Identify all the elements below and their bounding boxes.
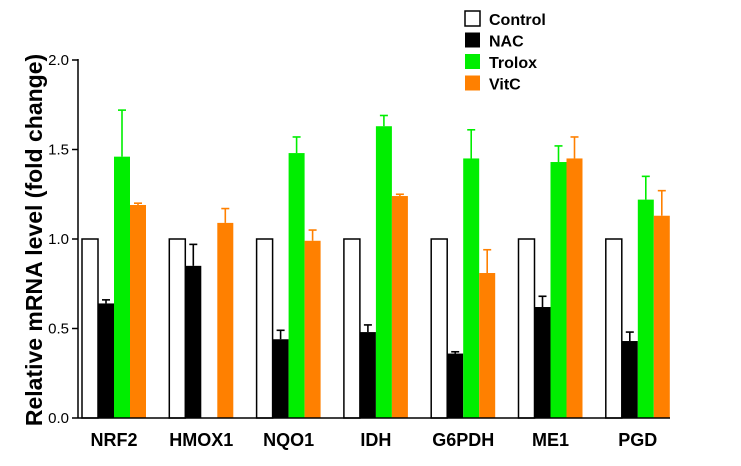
bar-vitc-idh bbox=[391, 196, 408, 418]
bar-nac-idh bbox=[359, 332, 376, 418]
x-category-label: ME1 bbox=[532, 430, 569, 450]
legend-swatch-nac bbox=[465, 32, 480, 48]
legend-label-vitc: VitC bbox=[489, 77, 521, 94]
bar-control-g6pdh bbox=[430, 238, 448, 419]
bar-vitc-pgd bbox=[653, 215, 670, 418]
bar-nac-pgd bbox=[621, 341, 638, 418]
y-tick-label: 2.0 bbox=[48, 52, 69, 69]
bar-vitc-nrf2 bbox=[130, 204, 146, 418]
bar-control-idh bbox=[343, 238, 361, 419]
bar-vitc-nqo1 bbox=[304, 240, 321, 418]
bar-nac-nrf2 bbox=[98, 303, 114, 418]
y-tick-label: 1.0 bbox=[48, 231, 69, 248]
bars-layer bbox=[81, 109, 670, 419]
x-category-labels: NRF2 HMOX1 NQO1 IDH G6PDH ME1 PGD bbox=[90, 430, 657, 450]
bar-control-me1 bbox=[517, 238, 536, 419]
bar-trolox-g6pdh bbox=[463, 158, 480, 418]
bar-nac-hmox1 bbox=[185, 265, 202, 418]
x-category-label: G6PDH bbox=[432, 430, 494, 450]
legend-label-nac: NAC bbox=[489, 34, 524, 51]
bar-vitc-me1 bbox=[566, 158, 583, 418]
y-tick-label: 0.0 bbox=[48, 410, 69, 427]
x-category-label: IDH bbox=[360, 430, 391, 450]
legend-swatch-trolox bbox=[465, 54, 480, 69]
y-axis-label: Relative mRNA level (fold change) bbox=[21, 54, 47, 426]
legend-label-control: Control bbox=[489, 12, 546, 29]
bar-vitc-g6pdh bbox=[479, 273, 496, 418]
y-ticks: 0.0 0.5 1.0 1.5 2.0 bbox=[48, 52, 78, 427]
bar-control-pgd bbox=[605, 238, 623, 419]
legend-label-trolox: Trolox bbox=[489, 55, 537, 72]
x-category-label: HMOX1 bbox=[169, 430, 233, 450]
y-tick-label: 1.5 bbox=[48, 142, 69, 159]
legend-swatch-control bbox=[464, 10, 481, 27]
bar-trolox-me1 bbox=[550, 162, 567, 418]
bar-nac-nqo1 bbox=[272, 339, 289, 418]
bar-control-hmox1 bbox=[168, 238, 187, 419]
bar-nac-g6pdh bbox=[447, 353, 464, 418]
y-tick-label: 0.5 bbox=[48, 321, 69, 338]
bar-trolox-pgd bbox=[637, 199, 654, 418]
x-category-label: NRF2 bbox=[90, 430, 137, 450]
legend-swatch-vitc bbox=[465, 75, 480, 91]
x-category-label: PGD bbox=[618, 430, 657, 450]
bar-control-nrf2 bbox=[81, 238, 99, 419]
bar-trolox-idh bbox=[375, 126, 392, 418]
bar-control-nqo1 bbox=[255, 238, 274, 419]
bar-trolox-nqo1 bbox=[288, 153, 305, 418]
bar-nac-me1 bbox=[534, 307, 551, 418]
bar-vitc-hmox1 bbox=[217, 222, 234, 418]
legend: Control NAC Trolox VitC bbox=[464, 10, 546, 94]
x-category-label: NQO1 bbox=[263, 430, 314, 450]
bar-trolox-nrf2 bbox=[114, 156, 130, 418]
